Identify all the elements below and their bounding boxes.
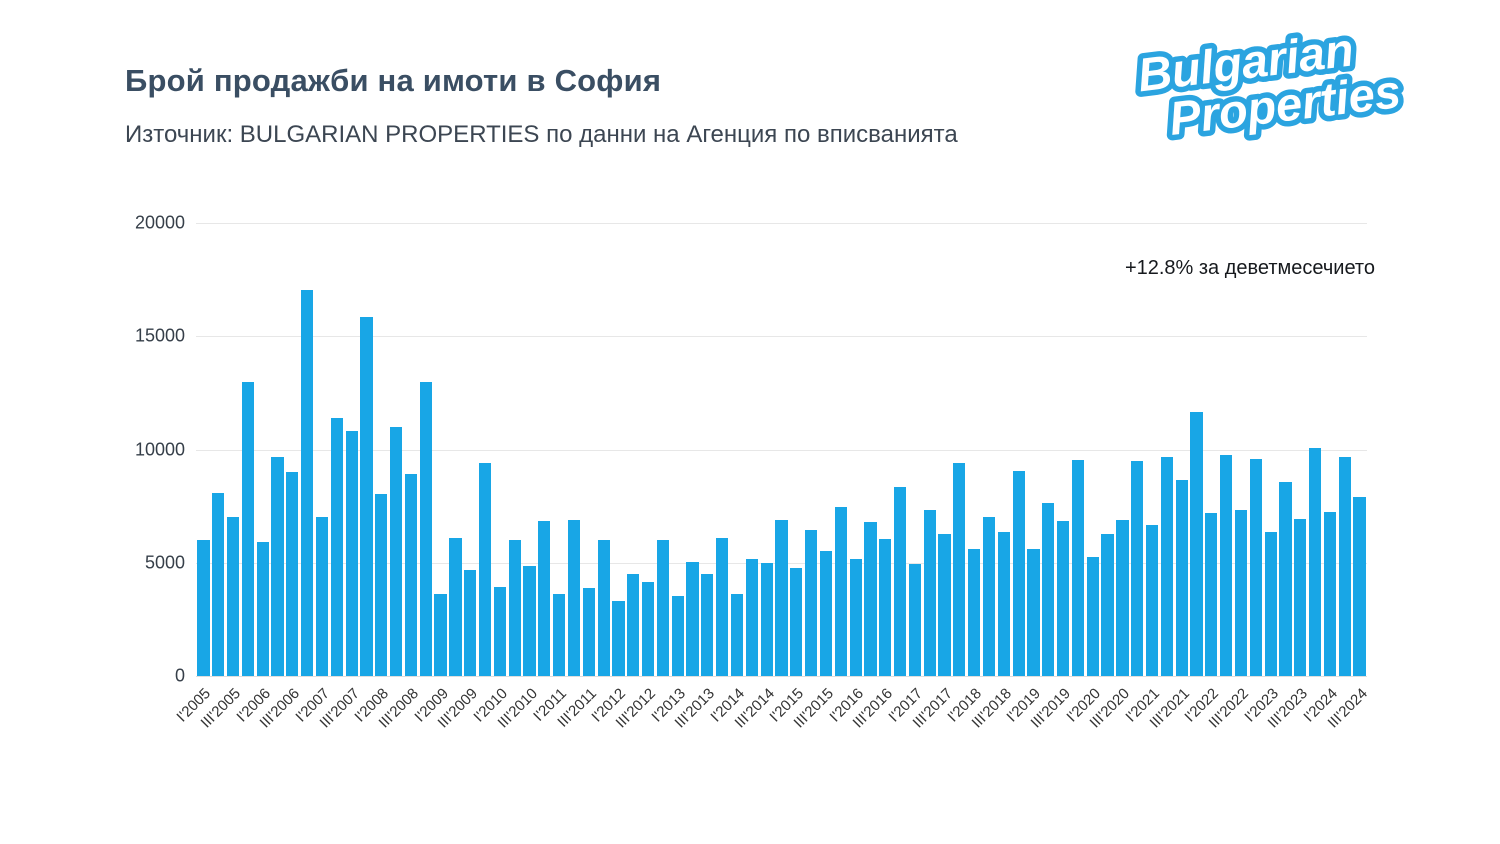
bar-IV'2009 xyxy=(478,463,492,676)
bar-III'2021 xyxy=(1175,480,1188,676)
bar-IV'2012 xyxy=(656,540,670,676)
y-axis-tick-0: 0 xyxy=(174,665,185,686)
bar-I'2009 xyxy=(434,594,447,676)
bar-I'2012 xyxy=(612,601,625,676)
logo-bulgarian-properties: Bulgarian Properties xyxy=(1129,18,1409,148)
bar-I'2024 xyxy=(1323,511,1337,676)
gridline-10000 xyxy=(196,449,1367,451)
y-axis-tick-5000: 5000 xyxy=(144,552,185,573)
bar-I'2016 xyxy=(849,559,862,676)
y-axis-tick-10000: 10000 xyxy=(134,439,185,459)
bar-III'2009 xyxy=(464,569,477,676)
bar-IV'2023 xyxy=(1309,448,1322,676)
bar-II'2014 xyxy=(745,559,758,676)
bar-III'2018 xyxy=(997,532,1010,676)
bar-IV'2005 xyxy=(241,381,254,676)
bar-II'2021 xyxy=(1160,457,1173,676)
bar-II'2007 xyxy=(330,417,343,676)
growth-annotation: +12.8% за деветмесечието xyxy=(1124,257,1375,279)
bar-IV'2010 xyxy=(538,520,551,676)
bar-III'2017 xyxy=(938,534,951,676)
bar-IV'2014 xyxy=(775,519,788,676)
bar-II'2008 xyxy=(389,426,403,676)
bar-IV'2011 xyxy=(597,540,610,676)
y-axis-tick-15000: 15000 xyxy=(134,325,185,346)
bar-II'2012 xyxy=(627,574,640,676)
bar-II'2011 xyxy=(567,519,581,676)
bar-IV'2022 xyxy=(1249,458,1262,676)
bar-IV'2015 xyxy=(834,507,847,676)
bar-I'2021 xyxy=(1145,525,1159,676)
bar-II'2023 xyxy=(1279,482,1292,676)
bar-II'2016 xyxy=(864,521,877,676)
bar-IV'2016 xyxy=(893,486,907,676)
bar-IV'2017 xyxy=(953,463,966,676)
bar-II'2009 xyxy=(449,537,462,676)
bar-III'2005 xyxy=(226,517,240,676)
bar-III'2010 xyxy=(523,566,536,676)
bar-II'2019 xyxy=(1042,502,1055,676)
bar-II'2013 xyxy=(686,561,699,676)
bar-I'2018 xyxy=(968,549,981,676)
bar-I'2008 xyxy=(375,493,388,676)
bar-II'2022 xyxy=(1220,455,1233,676)
bar-II'2010 xyxy=(508,540,521,676)
y-axis-tick-20000: 20000 xyxy=(134,212,185,233)
bar-III'2007 xyxy=(345,431,358,676)
bar-III'2006 xyxy=(286,472,299,676)
bar-III'2023 xyxy=(1294,518,1307,676)
bar-III'2014 xyxy=(760,562,773,676)
bar-I'2022 xyxy=(1205,512,1218,676)
bar-III'2015 xyxy=(819,551,833,676)
bar-IV'2019 xyxy=(1071,459,1085,676)
bar-III'2022 xyxy=(1234,509,1248,676)
bar-IV'2007 xyxy=(360,317,373,676)
bar-I'2019 xyxy=(1027,549,1040,676)
bar-I'2010 xyxy=(493,586,506,676)
bar-IV'2006 xyxy=(301,289,314,676)
bar-IV'2021 xyxy=(1190,412,1203,676)
bar-I'2017 xyxy=(908,563,921,676)
bar-II'2017 xyxy=(923,509,936,676)
chart-area: 0 5000 10000 15000 20000 I'2005 III'2005 I'2006… xyxy=(135,213,1371,732)
bar-IV'2020 xyxy=(1131,460,1144,676)
bar-II'2015 xyxy=(805,529,818,676)
gridline-20000 xyxy=(196,223,1367,224)
gridline-0 xyxy=(196,676,1367,677)
bar-II'2018 xyxy=(982,517,996,676)
bar-III'2011 xyxy=(582,587,595,676)
bar-III'2020 xyxy=(1116,519,1129,676)
bar-I'2006 xyxy=(256,542,269,676)
source-subtitle: Източник: BULGARIAN PROPERTIES по данни … xyxy=(125,121,958,148)
bar-I'2023 xyxy=(1264,532,1277,676)
bar-IV'2008 xyxy=(419,381,432,676)
gridline-15000 xyxy=(196,336,1367,338)
bar-I'2015 xyxy=(790,568,803,676)
bar-IV'2018 xyxy=(1012,471,1025,676)
bar-III'2012 xyxy=(641,582,655,676)
page-title: Брой продажби на имоти в София xyxy=(125,63,662,98)
bar-I'2007 xyxy=(315,517,329,676)
bar-I'2020 xyxy=(1086,557,1099,676)
bar-II'2020 xyxy=(1101,534,1114,676)
bar-IV'2013 xyxy=(716,537,729,676)
bar-III'2016 xyxy=(879,538,892,676)
bar-I'2013 xyxy=(671,595,684,676)
bar-I'2005 xyxy=(197,540,210,676)
bar-III'2024 xyxy=(1353,497,1366,676)
bar-III'2013 xyxy=(701,574,714,676)
bar-II'2005 xyxy=(212,492,225,676)
bar-I'2011 xyxy=(553,594,566,676)
bar-II'2006 xyxy=(271,457,284,676)
bar-II'2024 xyxy=(1338,457,1351,676)
bar-III'2008 xyxy=(404,474,418,676)
bar-III'2019 xyxy=(1057,520,1070,676)
bar-I'2014 xyxy=(730,594,744,676)
